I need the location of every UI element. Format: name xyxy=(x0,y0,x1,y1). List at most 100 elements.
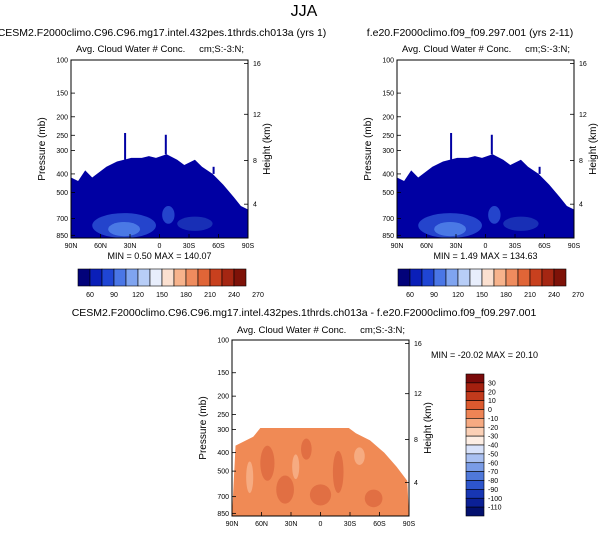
x-tick-label: 90N xyxy=(65,243,78,250)
variable-label: Avg. Cloud Water # Conc. xyxy=(237,325,346,336)
colorbar-label: -50 xyxy=(488,451,498,458)
variable-label: Avg. Cloud Water # Conc. xyxy=(402,44,511,55)
colorbar-swatch xyxy=(465,418,485,428)
cloud-spike xyxy=(212,166,215,174)
page-title: JJA xyxy=(291,3,318,20)
colorbar-swatch xyxy=(161,268,175,287)
contour-blob xyxy=(108,221,141,237)
panel-title: CESM2.F2000climo.C96.C96.mg17.intel.432p… xyxy=(0,27,326,39)
y-tick-label: 500 xyxy=(217,469,229,476)
difference-blob xyxy=(292,454,300,480)
y-tick-label: 200 xyxy=(382,114,394,121)
y-tick-label: 150 xyxy=(382,91,394,98)
difference-blob xyxy=(276,475,294,504)
colorbar-label: -60 xyxy=(488,460,498,467)
y-right-tick-label: 8 xyxy=(579,158,583,165)
colorbar-label: 120 xyxy=(132,292,144,299)
x-tick-label: 90N xyxy=(391,243,404,250)
y-tick-label: 100 xyxy=(217,338,229,345)
colorbar-swatch xyxy=(465,471,485,481)
cloud-spike xyxy=(450,132,453,160)
colorbar-swatch xyxy=(221,268,235,287)
cloud-spike xyxy=(124,132,127,160)
colorbar-swatch xyxy=(457,268,471,287)
difference-blob xyxy=(309,484,332,506)
colorbar-swatch xyxy=(465,435,485,446)
x-tick-label: 30S xyxy=(344,521,357,528)
y-tick-label: 850 xyxy=(382,233,394,240)
y-right-tick-label: 12 xyxy=(253,112,261,119)
y-axis-label: Pressure (mb) xyxy=(363,117,374,180)
x-tick-label: 60S xyxy=(212,243,225,250)
colorbar-label: 240 xyxy=(548,292,560,299)
colorbar-swatch xyxy=(397,268,411,287)
colorbar-label: 20 xyxy=(488,389,496,396)
x-tick-label: 30S xyxy=(183,243,196,250)
colorbar-swatch xyxy=(505,268,519,287)
x-tick-label: 30S xyxy=(509,243,522,250)
colorbar-swatch xyxy=(465,391,485,401)
colorbar-swatch xyxy=(465,462,485,472)
plot-area xyxy=(397,132,574,238)
y-tick-label: 400 xyxy=(56,171,68,178)
colorbar-label: 180 xyxy=(500,292,512,299)
colorbar-label: 60 xyxy=(406,292,414,299)
colorbar-swatch xyxy=(465,506,485,517)
colorbar-label: 60 xyxy=(86,292,94,299)
colorbar-label: 30 xyxy=(488,380,496,387)
x-tick-label: 90S xyxy=(242,243,255,250)
x-tick-label: 60N xyxy=(420,243,433,250)
colorbar-label: -80 xyxy=(488,478,498,485)
y-tick-label: 500 xyxy=(382,190,394,197)
difference-blob xyxy=(260,445,275,481)
colorbar: 60 90 120 150 180 210 240 270 xyxy=(397,268,584,299)
colorbar-swatch xyxy=(493,268,507,287)
y-tick-label: 200 xyxy=(56,114,68,121)
contour-blob xyxy=(488,205,501,224)
contour-blob xyxy=(177,216,213,231)
y-right-tick-label: 8 xyxy=(414,437,418,444)
colorbar-swatch xyxy=(137,268,151,287)
y-tick-label: 700 xyxy=(217,494,229,501)
colorbar-label: -100 xyxy=(488,496,502,503)
colorbar-label: -110 xyxy=(488,505,502,512)
colorbar: 60 90 120 150 180 210 240 270 xyxy=(77,268,264,299)
colorbar-swatch xyxy=(197,268,211,287)
colorbar-swatch xyxy=(185,268,199,287)
colorbar-swatch xyxy=(173,268,187,287)
y-tick-label: 850 xyxy=(56,233,68,240)
colorbar-label: 270 xyxy=(252,292,264,299)
units-label: cm;S:-3:N; xyxy=(199,44,244,55)
colorbar-label: 210 xyxy=(204,292,216,299)
x-tick-label: 90S xyxy=(403,521,416,528)
y-right-axis-label: Height (km) xyxy=(262,123,273,175)
contour-blob xyxy=(503,216,539,231)
colorbar-swatch xyxy=(469,268,483,287)
chart-panel-2: f.e20.F2000climo.f09_f09.297.001 (yrs 2-… xyxy=(363,27,599,299)
y-tick-label: 300 xyxy=(217,427,229,434)
chart-panel-3: CESM2.F2000climo.C96.C96.mg17.intel.432p… xyxy=(72,307,538,528)
min-max-text: MIN = -20.02 MAX = 20.10 xyxy=(431,350,538,360)
x-tick-label: 0 xyxy=(158,243,162,250)
colorbar-label: 150 xyxy=(476,292,488,299)
y-tick-label: 150 xyxy=(217,370,229,377)
colorbar-label: 270 xyxy=(572,292,584,299)
colorbar-label: 180 xyxy=(180,292,192,299)
y-right-axis-label: Height (km) xyxy=(588,123,599,175)
colorbar-label: 120 xyxy=(452,292,464,299)
colorbar-swatch xyxy=(409,268,423,287)
x-tick-label: 30N xyxy=(124,243,137,250)
colorbar-swatch xyxy=(445,268,459,287)
panel-title: CESM2.F2000climo.C96.C96.mg17.intel.432p… xyxy=(72,307,537,319)
y-tick-label: 250 xyxy=(56,133,68,140)
min-max-text: MIN = 1.49 MAX = 134.63 xyxy=(433,251,537,261)
chart-panel-1: CESM2.F2000climo.C96.C96.mg17.intel.432p… xyxy=(0,27,326,299)
colorbar-swatch xyxy=(421,268,435,287)
y-tick-label: 300 xyxy=(382,148,394,155)
colorbar-swatch xyxy=(77,268,91,287)
cloud-spike xyxy=(164,134,167,155)
colorbar-swatch xyxy=(465,426,485,437)
colorbar-swatch xyxy=(541,268,555,287)
